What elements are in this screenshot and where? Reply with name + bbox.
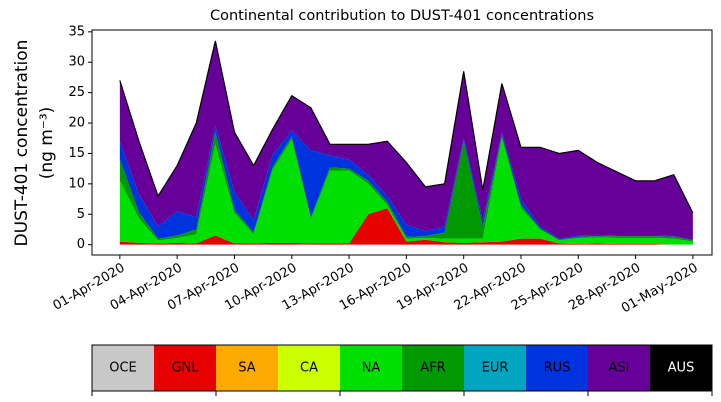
y-tick-label: 20 [68, 116, 85, 131]
legend-label: GNL [171, 361, 199, 376]
legend-label: RUS [544, 361, 571, 376]
area [119, 126, 693, 241]
legend-label: CA [300, 361, 318, 376]
legend-swatch [650, 345, 712, 391]
legend-swatch [402, 345, 464, 391]
legend-label: NA [362, 361, 381, 376]
legend-swatch [92, 345, 154, 391]
legend-swatch [154, 345, 216, 391]
total-outline [119, 40, 694, 214]
y-tick-label: 5 [77, 207, 85, 222]
area [119, 40, 693, 240]
y-tick-label: 0 [77, 237, 85, 252]
legend-label: OCE [109, 361, 137, 376]
legend-label: SA [238, 361, 255, 376]
legend-swatch [216, 345, 278, 391]
legend-label: AUS [668, 361, 695, 376]
y-tick-label: 25 [68, 85, 85, 100]
y-axis-label: DUST-401 concentration [12, 40, 32, 247]
legend-swatch [526, 345, 588, 391]
y-tick-label: 10 [68, 176, 85, 191]
chart-title: Continental contribution to DUST-401 con… [210, 8, 594, 24]
legend-swatch [278, 345, 340, 391]
plot-frame [91, 29, 713, 256]
y-axis-label: (ng m⁻³) [37, 107, 57, 180]
legend-label: AFR [420, 361, 445, 376]
area [119, 138, 693, 245]
y-tick-label: 35 [68, 24, 85, 39]
legend-label: EUR [482, 361, 509, 376]
legend-swatch [588, 345, 650, 391]
y-tick-label: 15 [68, 146, 85, 161]
legend-frame [91, 344, 713, 392]
legend-label: ASI [609, 361, 630, 376]
legend-swatch [340, 345, 402, 391]
y-tick-label: 30 [68, 55, 85, 70]
legend-swatch [464, 345, 526, 391]
